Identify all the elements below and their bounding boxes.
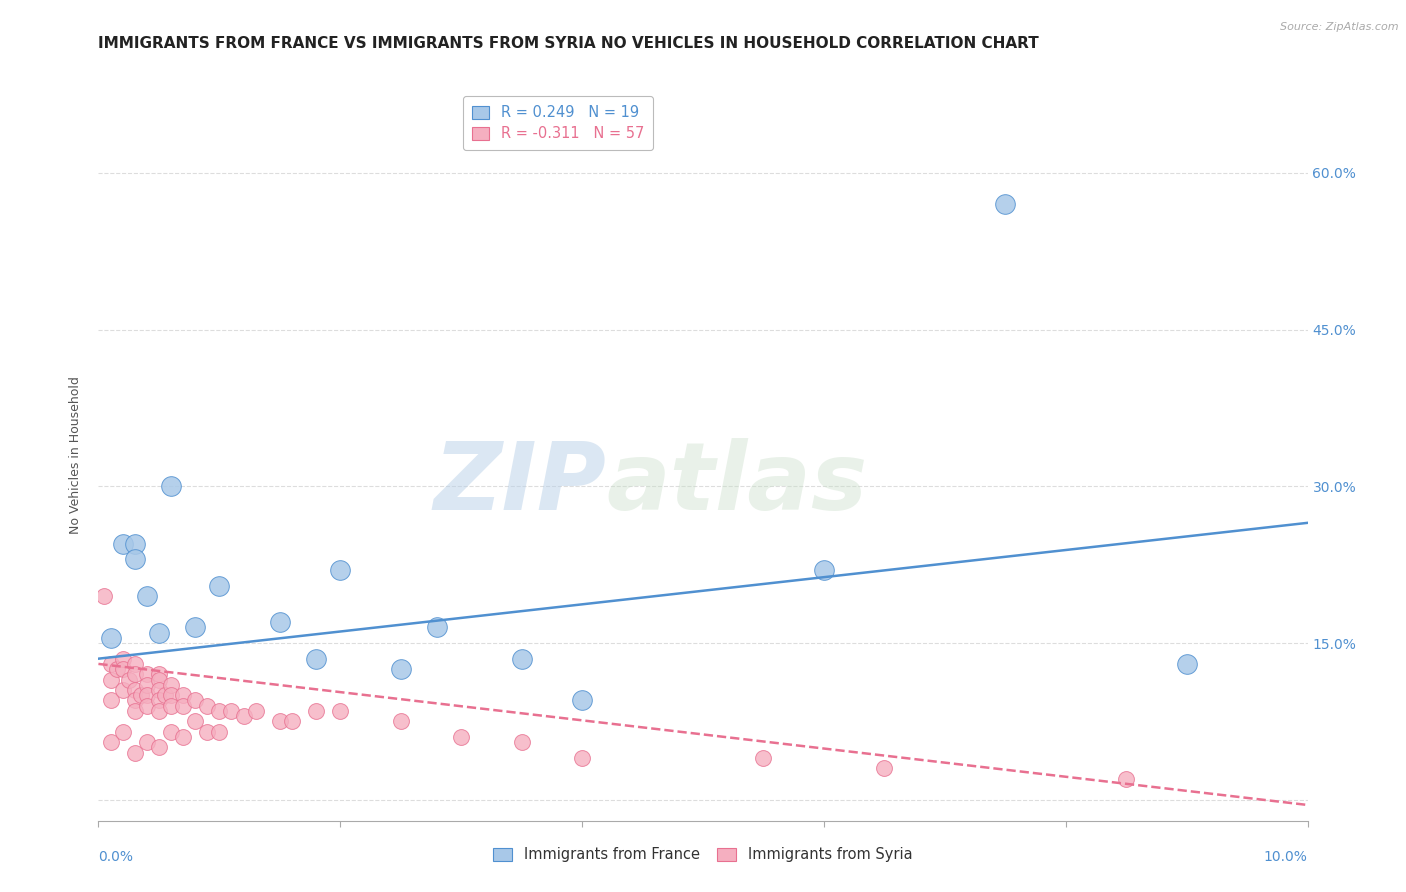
- Legend: Immigrants from France, Immigrants from Syria: Immigrants from France, Immigrants from …: [488, 841, 918, 868]
- Point: [100, 631, 122, 645]
- Point: [111, 662, 134, 676]
- Point: [208, 578, 231, 592]
- Point: [450, 730, 472, 744]
- Point: [994, 197, 1017, 211]
- Point: [124, 537, 146, 551]
- Point: [172, 698, 194, 713]
- Point: [184, 693, 207, 707]
- Point: [195, 698, 218, 713]
- Point: [100, 657, 122, 671]
- Point: [195, 724, 218, 739]
- Point: [135, 678, 157, 692]
- Point: [269, 714, 291, 729]
- Point: [329, 704, 352, 718]
- Point: [93, 589, 115, 603]
- Text: Source: ZipAtlas.com: Source: ZipAtlas.com: [1281, 22, 1399, 32]
- Point: [153, 688, 176, 702]
- Text: atlas: atlas: [606, 438, 868, 530]
- Point: [510, 651, 533, 665]
- Point: [172, 730, 194, 744]
- Text: IMMIGRANTS FROM FRANCE VS IMMIGRANTS FROM SYRIA NO VEHICLES IN HOUSEHOLD CORRELA: IMMIGRANTS FROM FRANCE VS IMMIGRANTS FRO…: [98, 36, 1039, 51]
- Point: [208, 704, 231, 718]
- Point: [124, 693, 146, 707]
- Point: [305, 704, 328, 718]
- Point: [160, 698, 183, 713]
- Y-axis label: No Vehicles in Household: No Vehicles in Household: [69, 376, 83, 533]
- Point: [232, 709, 254, 723]
- Point: [208, 724, 231, 739]
- Point: [281, 714, 304, 729]
- Text: 10.0%: 10.0%: [1264, 850, 1308, 863]
- Point: [148, 704, 170, 718]
- Point: [426, 620, 449, 634]
- Point: [135, 589, 157, 603]
- Point: [873, 761, 896, 775]
- Point: [118, 673, 141, 687]
- Point: [269, 615, 291, 629]
- Point: [124, 667, 146, 681]
- Point: [111, 724, 134, 739]
- Point: [1115, 772, 1137, 786]
- Point: [813, 563, 835, 577]
- Point: [160, 479, 183, 493]
- Point: [135, 698, 157, 713]
- Point: [148, 673, 170, 687]
- Point: [111, 651, 134, 665]
- Point: [571, 693, 593, 707]
- Point: [148, 693, 170, 707]
- Point: [184, 714, 207, 729]
- Point: [124, 746, 146, 760]
- Point: [389, 662, 412, 676]
- Point: [148, 740, 170, 755]
- Point: [160, 688, 183, 702]
- Point: [100, 735, 122, 749]
- Point: [160, 724, 183, 739]
- Point: [129, 688, 152, 702]
- Point: [245, 704, 267, 718]
- Point: [510, 735, 533, 749]
- Point: [221, 704, 243, 718]
- Point: [571, 751, 593, 765]
- Point: [111, 537, 134, 551]
- Point: [752, 751, 775, 765]
- Point: [172, 688, 194, 702]
- Point: [184, 620, 207, 634]
- Point: [105, 662, 128, 676]
- Point: [148, 683, 170, 698]
- Point: [111, 683, 134, 698]
- Point: [148, 667, 170, 681]
- Point: [135, 667, 157, 681]
- Point: [124, 683, 146, 698]
- Point: [329, 563, 352, 577]
- Point: [135, 735, 157, 749]
- Point: [124, 657, 146, 671]
- Point: [100, 673, 122, 687]
- Point: [148, 625, 170, 640]
- Point: [305, 651, 328, 665]
- Point: [124, 552, 146, 566]
- Text: 0.0%: 0.0%: [98, 850, 134, 863]
- Point: [135, 688, 157, 702]
- Point: [389, 714, 412, 729]
- Point: [124, 704, 146, 718]
- Point: [100, 693, 122, 707]
- Point: [160, 678, 183, 692]
- Text: ZIP: ZIP: [433, 438, 606, 530]
- Point: [1175, 657, 1198, 671]
